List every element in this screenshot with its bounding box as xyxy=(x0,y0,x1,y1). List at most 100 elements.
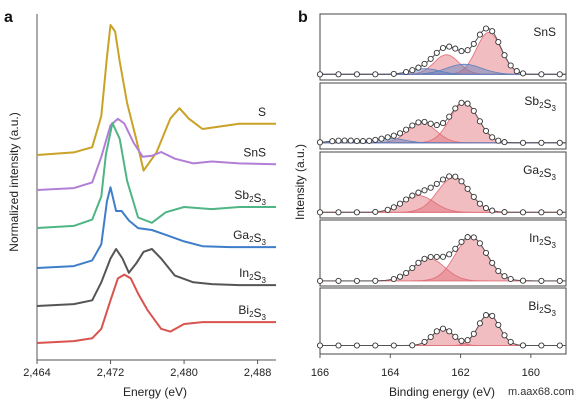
panel-b-data-point xyxy=(458,178,465,185)
panel-b-data-point xyxy=(519,139,527,146)
panel-b-data-point xyxy=(335,137,342,144)
panel-b-data-point xyxy=(519,277,527,284)
panel-b-data-point xyxy=(507,338,514,345)
panel-b-data-point xyxy=(501,332,508,339)
panel-b-data-point xyxy=(427,333,434,341)
panel-b-data-point xyxy=(538,71,545,78)
panel-b-subplot-Ga2S3: Ga2S3 xyxy=(316,151,567,219)
panel-b-subplot-label-part: Ga xyxy=(523,163,539,177)
panel-b-data-point xyxy=(538,277,545,284)
panel-b-data-point xyxy=(347,137,354,144)
panel-b-data-point xyxy=(507,275,514,283)
panel-b-data-point xyxy=(476,200,483,207)
panel-b-data-point xyxy=(439,176,447,183)
panel-b-data-point xyxy=(433,328,440,335)
panel-b-data-point xyxy=(427,120,434,127)
panel-b-subplot-label-part: S xyxy=(544,166,552,180)
panel-b-data-point xyxy=(335,277,342,284)
panel-b-subplot-label-part: S xyxy=(544,234,552,248)
panel-b-data-point xyxy=(538,139,545,146)
panel-b-data-point xyxy=(458,238,465,245)
panel-b-subplot-label: Ga2S3 xyxy=(523,163,556,182)
panel-b-data-point xyxy=(316,139,324,146)
panel-a-series-label-subscript: 3 xyxy=(262,198,267,207)
panel-b-data-point xyxy=(433,49,440,56)
panel-b-data-point xyxy=(501,209,508,216)
panel-b-data-point xyxy=(427,184,434,191)
panel-b-data-point xyxy=(482,249,490,256)
panel-b-data-point xyxy=(452,245,459,252)
panel-a-series-label-subscript: 2 xyxy=(249,235,254,244)
panel-b-data-point xyxy=(396,200,404,207)
panel-b-subplot-label-part: In xyxy=(529,231,539,245)
panel-a-series-label-part: S xyxy=(254,306,262,320)
panel-b-data-point xyxy=(446,113,453,120)
panel-b-data-point xyxy=(341,137,348,144)
panel-b-data-point xyxy=(427,55,434,62)
panel-b-data-point xyxy=(415,189,422,196)
panel-a-xtick-label: 2,472 xyxy=(97,367,125,379)
panel-b-data-point xyxy=(329,138,336,145)
panel-b-data-point xyxy=(409,192,416,199)
panel-a-series-label-part: In xyxy=(239,266,249,280)
panel-a-series-label: Ga2S3 xyxy=(233,228,266,247)
panel-b-data-point xyxy=(366,137,373,144)
panel-b-data-point xyxy=(501,273,508,280)
panel-a-series-label-part: SnS xyxy=(243,145,266,159)
panel-b-subplot-label-subscript: 2 xyxy=(539,170,544,179)
panel-b-data-point xyxy=(439,44,447,52)
panel-b-data-point xyxy=(495,137,502,144)
panel-a-xtick-label: 2,480 xyxy=(170,367,198,379)
panel-a-series-label-subscript: 3 xyxy=(262,238,267,247)
panel-b-data-point xyxy=(409,342,416,349)
panel-a-series-In2S3 xyxy=(36,248,276,307)
panel-b-data-point xyxy=(335,342,342,349)
panel-b-subplot-label-subscript: 2 xyxy=(539,306,544,315)
panel-b-frame xyxy=(319,13,567,81)
panel-b-data-point xyxy=(409,264,416,272)
panel-b-data-point xyxy=(489,312,496,319)
panel-b-data-point xyxy=(316,342,324,349)
panel-b-subplot-label: Sb2S3 xyxy=(524,94,556,113)
panel-b-data-point xyxy=(489,134,496,141)
panel-b-data-point xyxy=(495,321,502,328)
panel-b-subplot-label-subscript: 3 xyxy=(552,104,557,113)
panel-a-series-label-subscript: 3 xyxy=(262,313,267,322)
panel-b-data-point xyxy=(421,187,428,194)
panel-b-data-point xyxy=(353,342,360,349)
panel-b-data-point xyxy=(403,269,410,277)
panel-b-xtick-label: 160 xyxy=(522,367,540,379)
panel-b-data-point xyxy=(464,100,471,107)
panel-b-data-point xyxy=(353,137,360,145)
panel-b-data-point xyxy=(335,209,342,216)
panel-b-data-point xyxy=(519,342,527,349)
panel-b-data-point xyxy=(372,342,379,349)
panel-b-data-point xyxy=(384,206,391,213)
panel-b-data-point xyxy=(470,193,477,200)
panel-a-series-label: In2S3 xyxy=(239,266,266,285)
panel-b-subplot-In2S3: In2S3 xyxy=(316,219,567,287)
panel-b-subplot-label: In2S3 xyxy=(529,231,556,250)
panel-a-series-Sb2S3 xyxy=(36,122,276,229)
panel-b-data-point xyxy=(556,139,563,146)
panel-b-data-point xyxy=(403,126,410,133)
panel-b-subplot-Bi2S3: Bi2S3 xyxy=(316,287,567,355)
panel-b-data-point xyxy=(470,234,477,241)
panel-b-data-point xyxy=(433,180,440,187)
panel-a-series-label-part: Bi xyxy=(238,303,249,317)
panel-a-series-label-part: S xyxy=(258,105,266,119)
panel-b-data-point xyxy=(433,122,440,129)
panel-b-frame xyxy=(319,287,567,355)
panel-b-data-point xyxy=(353,209,360,216)
panel-a-series-label-part: Sb xyxy=(234,188,249,202)
panel-b-data-point xyxy=(335,71,342,78)
panel-b-frame xyxy=(319,219,567,287)
panel-b-frame xyxy=(319,151,567,219)
panel-b-data-point xyxy=(470,330,477,337)
panel-b-data-point xyxy=(353,71,360,78)
panel-b-data-point xyxy=(452,173,459,180)
panel-b-data-point xyxy=(421,60,428,67)
panel-b-data-point xyxy=(458,99,465,106)
panel-b-data-point xyxy=(372,277,379,284)
panel-a-xas-spectra: a Normalized intensity (a.u.) Energy (eV… xyxy=(4,9,277,399)
